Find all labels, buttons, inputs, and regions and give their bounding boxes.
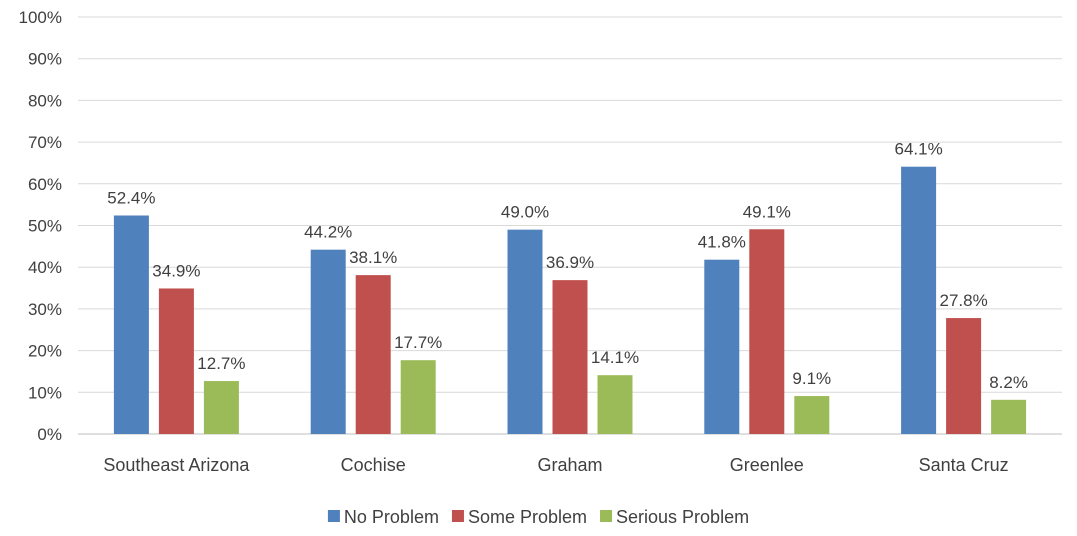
bar-no-problem <box>507 229 543 434</box>
bar-some-problem <box>946 318 982 434</box>
legend-swatch <box>327 510 340 522</box>
bar-serious-problem <box>203 381 239 434</box>
bars <box>113 166 1027 434</box>
x-axis-ticks: Southeast Arizona Cochise Graham Greenlee Sa… <box>103 455 1008 475</box>
x-tick-label: Greenlee <box>730 455 804 475</box>
data-label: 49.0% <box>501 203 549 222</box>
data-label: 52.4% <box>107 188 155 207</box>
legend-label: Some Problem <box>468 507 587 527</box>
y-tick-label: 50% <box>28 217 62 236</box>
y-tick-label: 60% <box>28 175 62 194</box>
data-label: 44.2% <box>304 223 352 242</box>
x-tick-label: Southeast Arizona <box>103 455 250 475</box>
data-label: 9.1% <box>792 369 831 388</box>
data-label: 27.8% <box>939 291 987 310</box>
bar-serious-problem <box>597 375 633 434</box>
y-tick-label: 100% <box>19 8 62 27</box>
x-tick-label: Santa Cruz <box>919 455 1009 475</box>
bar-serious-problem <box>991 399 1027 434</box>
y-tick-label: 0% <box>37 425 62 444</box>
bar-some-problem <box>749 229 785 434</box>
y-tick-label: 80% <box>28 91 62 110</box>
bar-no-problem <box>704 259 740 434</box>
legend-label: No Problem <box>344 507 439 527</box>
legend-swatch <box>451 510 464 522</box>
y-tick-label: 70% <box>28 133 62 152</box>
bar-serious-problem <box>400 360 436 434</box>
bar-no-problem <box>310 249 346 434</box>
data-label: 34.9% <box>152 261 200 280</box>
data-label: 49.1% <box>743 202 791 221</box>
x-tick-label: Cochise <box>341 455 406 475</box>
data-label: 36.9% <box>546 253 594 272</box>
bar-some-problem <box>552 280 588 434</box>
bar-no-problem <box>901 166 937 434</box>
data-label: 64.1% <box>894 140 942 159</box>
bar-some-problem <box>158 288 194 434</box>
y-axis-ticks: 0% 10% 20% 30% 40% 50% 60% 70% 80% 90% 100% <box>19 8 62 444</box>
y-tick-label: 20% <box>28 342 62 361</box>
data-label: 38.1% <box>349 248 397 267</box>
data-labels: 52.4% 34.9% 12.7% 44.2% 38.1% 17.7% 49.0% 36.9%… <box>107 140 1028 392</box>
data-label: 8.2% <box>989 373 1028 392</box>
data-label: 17.7% <box>394 333 442 352</box>
y-tick-label: 40% <box>28 258 62 277</box>
y-tick-label: 30% <box>28 300 62 319</box>
data-label: 41.8% <box>698 233 746 252</box>
bar-some-problem <box>355 275 391 434</box>
bar-no-problem <box>113 215 149 434</box>
legend-swatch <box>600 510 613 522</box>
legend-label: Serious Problem <box>616 507 749 527</box>
data-label: 12.7% <box>197 354 245 373</box>
legend: No Problem Some Problem Serious Problem <box>327 507 749 527</box>
gridlines <box>78 16 1062 435</box>
y-tick-label: 10% <box>28 383 62 402</box>
y-tick-label: 90% <box>28 50 62 69</box>
data-label: 14.1% <box>591 348 639 367</box>
bar-serious-problem <box>794 396 830 434</box>
x-tick-label: Graham <box>537 455 602 475</box>
